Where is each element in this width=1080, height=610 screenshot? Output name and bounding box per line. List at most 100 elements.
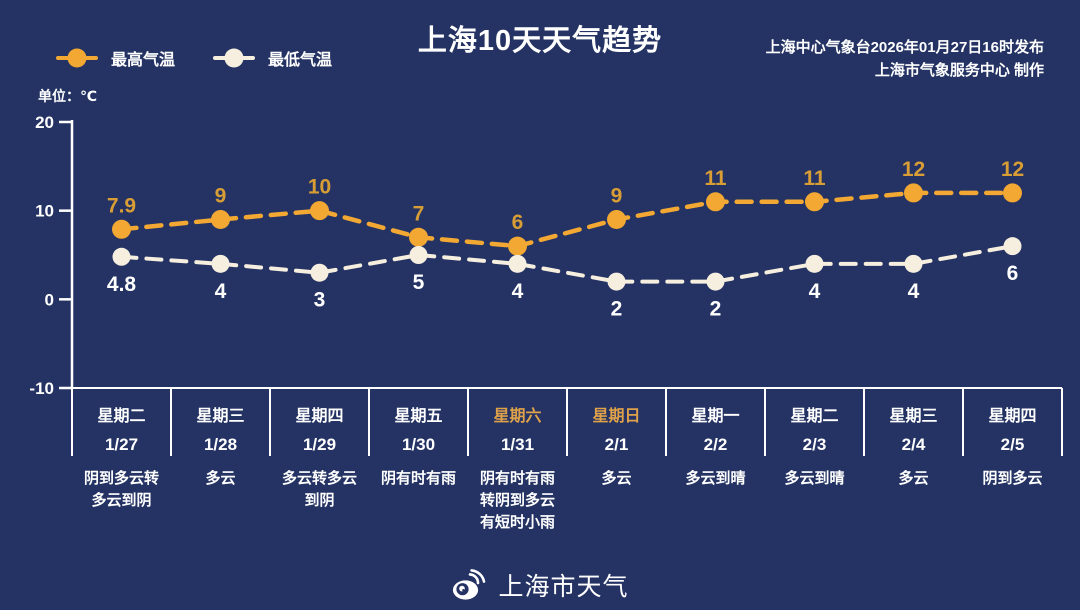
weather-description-line: 阴有时有雨 bbox=[479, 470, 555, 487]
date-label: 2/1 bbox=[604, 435, 629, 454]
weekday-label: 星期日 bbox=[592, 408, 641, 425]
high-temp-line-icon bbox=[56, 48, 98, 68]
date-label: 1/30 bbox=[401, 435, 436, 454]
low-temp-point bbox=[805, 254, 824, 273]
legend-item-low-temp: 最低气温 bbox=[213, 46, 332, 70]
legend: 最高气温 最低气温 bbox=[56, 46, 332, 70]
date-label: 2/2 bbox=[703, 435, 728, 454]
low-temp-value-label: 2 bbox=[611, 298, 623, 321]
weekday-label: 星期一 bbox=[691, 408, 740, 425]
legend-label-high-temp: 最高气温 bbox=[111, 52, 176, 69]
weather-description-line: 多云 bbox=[898, 470, 929, 487]
high-temp-point bbox=[706, 192, 725, 212]
low-temp-value-label: 2 bbox=[710, 298, 722, 321]
weather-description-line: 多云到阴 bbox=[91, 492, 152, 509]
weather-description-line: 阴到多云转 bbox=[83, 470, 159, 487]
low-temp-point bbox=[508, 254, 527, 273]
low-temp-value-label: 5 bbox=[413, 271, 425, 294]
weather-description-line: 有短时小雨 bbox=[479, 514, 555, 531]
weekday-label: 星期二 bbox=[790, 408, 839, 425]
low-temp-line bbox=[119, 244, 1015, 284]
footer: 上海市天气 bbox=[0, 567, 1080, 603]
high-temp-value-label: 11 bbox=[803, 167, 826, 190]
high-temp-value-label: 11 bbox=[704, 167, 727, 190]
low-temp-point bbox=[112, 247, 131, 266]
high-temp-point bbox=[409, 227, 428, 247]
low-temp-dot-icon bbox=[224, 48, 244, 68]
weather-description-line: 多云到晴 bbox=[784, 470, 845, 487]
date-label: 1/29 bbox=[302, 435, 337, 454]
weekday-label: 星期四 bbox=[295, 408, 344, 425]
page-title: 上海10天天气趋势 bbox=[417, 25, 663, 57]
date-label: 1/28 bbox=[203, 435, 238, 454]
weather-description-line: 到阴 bbox=[304, 492, 335, 509]
low-temp-value-label: 3 bbox=[314, 289, 326, 312]
high-temp-value-label: 12 bbox=[902, 158, 925, 181]
weather-description: 阴到多云 bbox=[963, 468, 1062, 490]
date-label: 1/31 bbox=[500, 435, 535, 454]
low-temp-point bbox=[1003, 237, 1022, 256]
high-temp-point bbox=[508, 236, 527, 256]
day-column: 星期四 2/5 阴到多云 bbox=[963, 391, 1062, 534]
low-temp-value-label: 4 bbox=[512, 280, 524, 303]
low-temp-value-label: 4 bbox=[215, 280, 227, 303]
day-column: 星期三 1/28 多云 bbox=[171, 391, 270, 534]
weather-description-line: 阴到多云 bbox=[982, 470, 1043, 487]
high-temp-value-label: 9 bbox=[215, 185, 227, 208]
high-temp-point bbox=[904, 183, 923, 203]
high-temp-point bbox=[607, 210, 626, 230]
high-temp-value-label: 10 bbox=[308, 176, 331, 199]
weather-description-line: 多云 bbox=[601, 470, 632, 487]
day-column: 星期日 2/1 多云 bbox=[567, 391, 666, 534]
y-tick-label: 0 bbox=[45, 290, 54, 309]
high-temp-point bbox=[211, 210, 230, 230]
high-temp-point bbox=[310, 201, 329, 221]
brand-name: 上海市天气 bbox=[498, 573, 629, 601]
low-temp-value-label: 4.8 bbox=[107, 273, 137, 296]
low-temp-value-label: 6 bbox=[1007, 262, 1019, 285]
y-tick-label: 10 bbox=[35, 202, 54, 221]
weather-description: 阴有时有雨 bbox=[369, 468, 468, 490]
low-temp-point bbox=[904, 254, 923, 273]
high-temp-point bbox=[805, 192, 824, 212]
legend-item-high-temp: 最高气温 bbox=[56, 46, 175, 70]
day-column: 星期五 1/30 阴有时有雨 bbox=[369, 391, 468, 534]
low-temp-point bbox=[310, 263, 329, 282]
weather-description: 多云 bbox=[171, 468, 270, 490]
day-column: 星期二 1/27 阴到多云转多云到阴 bbox=[72, 391, 171, 534]
weather-description: 多云 bbox=[864, 468, 963, 490]
weather-description: 多云转多云 到阴 bbox=[270, 468, 369, 512]
weather-description: 阴有时有雨转阴到多云有短时小雨 bbox=[468, 468, 567, 534]
weibo-icon bbox=[453, 569, 486, 600]
low-temp-point bbox=[409, 246, 428, 264]
high-temp-value-label: 9 bbox=[611, 185, 623, 208]
weekday-label: 星期二 bbox=[97, 408, 146, 425]
date-label: 1/27 bbox=[104, 435, 139, 454]
weather-description-line: 转阴到多云 bbox=[479, 492, 555, 509]
high-temp-line bbox=[119, 190, 1015, 249]
day-column: 星期二 2/3 多云到晴 bbox=[765, 391, 864, 534]
day-column: 星期六 1/31 阴有时有雨 转阴到多云 有短时小雨 bbox=[468, 391, 567, 534]
high-temp-point bbox=[112, 219, 131, 239]
day-column: 星期三 2/4 多云 bbox=[864, 391, 963, 534]
weather-description: 阴到多云转 多云到阴 bbox=[72, 468, 171, 512]
y-tick-label: -10 bbox=[29, 379, 54, 398]
weekday-label: 星期四 bbox=[988, 408, 1037, 425]
producer-line: 上海市气象服务中心 制作 bbox=[874, 62, 1044, 79]
date-label: 2/3 bbox=[802, 435, 827, 454]
weather-description: 多云到晴 bbox=[666, 468, 765, 490]
day-column: 星期一 2/2 多云到晴 bbox=[666, 391, 765, 534]
low-temp-line-icon bbox=[213, 48, 256, 68]
high-temp-point bbox=[1003, 183, 1022, 203]
weekday-label: 星期五 bbox=[394, 408, 443, 425]
high-temp-value-label: 7.9 bbox=[107, 194, 136, 217]
weekday-label: 星期三 bbox=[196, 408, 245, 425]
high-temp-value-label: 6 bbox=[512, 211, 524, 234]
low-temp-point bbox=[706, 272, 725, 291]
day-columns: 星期二 1/27 阴到多云转 多云到阴 星期三 1/28 多云 星期四 1/29 多云转多云 到阴星… bbox=[72, 391, 1062, 534]
weather-description: 多云到晴 bbox=[765, 468, 864, 490]
low-temp-point bbox=[211, 254, 230, 273]
day-column: 星期四 1/29 多云转多云 到阴 bbox=[270, 391, 369, 534]
